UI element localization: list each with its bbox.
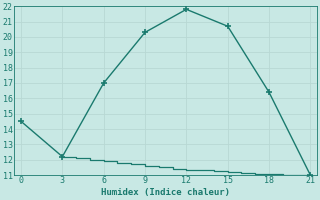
X-axis label: Humidex (Indice chaleur): Humidex (Indice chaleur) [101, 188, 230, 197]
